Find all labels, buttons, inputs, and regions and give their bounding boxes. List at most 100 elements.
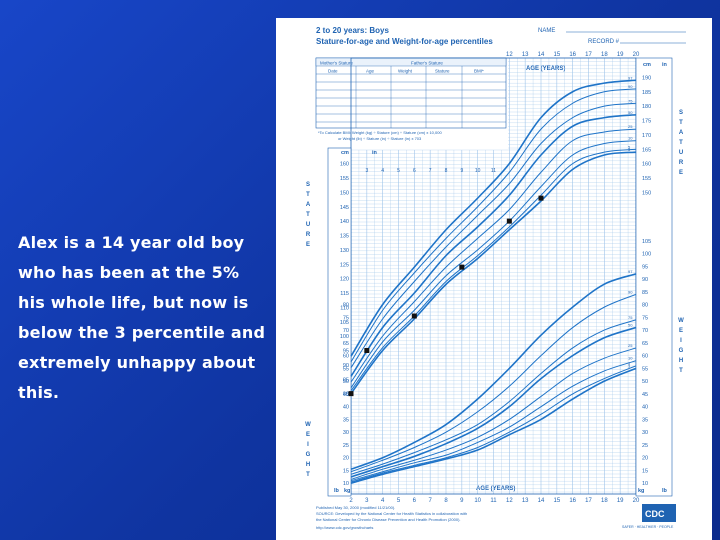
age-tick-bottom: 17 (585, 498, 592, 504)
axis-letter: G (679, 348, 684, 354)
weight-tick-left: 40 (343, 405, 349, 411)
weight-tick-left: 45 (343, 392, 349, 398)
weight-tick-left: 50 (343, 379, 349, 385)
stature-curve-label: 75 (628, 98, 633, 103)
age-tick-mid: 3 (365, 168, 368, 174)
cdc-logo-tagline: SAFER · HEALTHIER · PEOPLE (622, 525, 674, 529)
weight-tick-right: 85 (642, 290, 648, 296)
stature-curve-label: 5 (628, 144, 631, 149)
weight-tick-right: 70 (642, 328, 648, 334)
age-tick-mid: 7 (429, 168, 432, 174)
weight-tick-left: 10 (343, 481, 349, 487)
age-tick-top: 14 (538, 52, 545, 58)
caption-line: his whole life, but now is (18, 293, 249, 312)
caption-line: below the 3 percentile and (18, 323, 266, 342)
stature-tick-left: 80 (343, 392, 349, 398)
stature-tick-left: 130 (340, 248, 349, 254)
stature-curve-label: 90 (628, 84, 633, 89)
age-tick-top: 18 (601, 52, 608, 58)
weight-curve-label: 50 (628, 323, 633, 328)
age-tick-bottom: 6 (413, 498, 417, 504)
measurement-table: Mother's Stature Father's Stature Date A… (315, 57, 507, 141)
unit-label-lb: lb (662, 488, 668, 494)
weight-tick-right: 60 (642, 354, 648, 360)
stature-tick-left: 90 (343, 363, 349, 369)
weight-curve-p75 (350, 319, 637, 475)
weight-tick-right: 105 (642, 239, 651, 245)
axis-letter: E (306, 432, 310, 438)
weight-tick-left: 70 (343, 328, 349, 334)
weight-tick-right: 90 (642, 277, 648, 283)
stature-curve-label: 97 (628, 75, 633, 80)
stature-tick-left: 110 (340, 305, 349, 311)
weight-curve-label: 3 (628, 363, 631, 368)
age-tick-bottom: 2 (349, 498, 353, 504)
stature-curve-p75 (350, 102, 637, 369)
footer-line: SOURCE: Developed by the National Center… (316, 511, 467, 516)
cdc-logo-text: CDC (645, 509, 665, 519)
axis-letter: A (306, 202, 311, 208)
age-tick-bottom: 20 (633, 498, 640, 504)
age-tick-top: 20 (633, 52, 640, 58)
age-tick-top: 19 (617, 52, 624, 58)
axis-letter: I (307, 442, 309, 448)
weight-curve-p90 (350, 293, 637, 473)
stature-tick-right: 190 (642, 75, 651, 81)
stature-tick-right: 160 (642, 162, 651, 168)
stature-curve-label: 25 (628, 124, 633, 129)
stature-tick-right: 175 (642, 119, 651, 125)
footer-line: Published May 30, 2000 (modified 11/21/0… (316, 505, 395, 510)
weight-curve-label: 97 (628, 269, 633, 274)
weight-tick-right: 100 (642, 252, 651, 258)
axis-letter: U (679, 150, 683, 156)
age-tick-mid: 9 (460, 168, 463, 174)
patient-point (411, 313, 417, 319)
axis-letter: H (679, 358, 683, 364)
age-tick-bottom: 19 (617, 498, 624, 504)
axis-letter: E (679, 328, 683, 334)
stature-tick-left: 95 (343, 349, 349, 355)
stature-tick-left: 120 (340, 277, 349, 283)
unit-label-cm: cm (341, 150, 349, 156)
age-tick-bottom: 18 (601, 498, 608, 504)
axis-letter: T (306, 192, 310, 198)
unit-label-in: in (662, 62, 668, 68)
axis-letter: T (679, 368, 683, 374)
table-col-age: Age (366, 69, 375, 74)
axis-letter: R (306, 232, 311, 238)
axis-letter: E (306, 242, 310, 248)
age-tick-top: 15 (553, 52, 560, 58)
axis-letter: I (680, 338, 682, 344)
age-tick-bottom: 4 (381, 498, 385, 504)
axis-letter: T (306, 472, 310, 478)
patient-point (459, 264, 465, 270)
table-col-date: Date (328, 69, 338, 74)
stature-curve-p3 (350, 151, 637, 395)
age-tick-top: 13 (522, 52, 529, 58)
age-tick-bottom: 13 (522, 498, 529, 504)
weight-tick-left: 20 (343, 456, 349, 462)
axis-letter: E (679, 170, 683, 176)
unit-label-lb: lb (334, 488, 340, 494)
axis-letter: H (306, 462, 310, 468)
stature-tick-right: 165 (642, 147, 651, 153)
stature-tick-left: 85 (343, 377, 349, 383)
stature-tick-left: 150 (340, 190, 349, 196)
axis-letter: A (679, 130, 684, 136)
weight-curve-label: 10 (628, 356, 633, 361)
stature-curve-p90 (350, 88, 637, 363)
stature-tick-left: 145 (340, 205, 349, 211)
unit-label-in: in (372, 150, 378, 156)
weight-tick-right: 35 (642, 417, 648, 423)
weight-tick-right: 30 (642, 430, 648, 436)
weight-curve-p3 (350, 367, 637, 485)
age-tick-mid: 5 (397, 168, 400, 174)
fathers-stature-label: Father's Stature (411, 61, 443, 66)
cdc-logo: CDC SAFER · HEALTHIER · PEOPLE (622, 504, 676, 529)
axis-letter: W (305, 422, 311, 428)
left-axis-panel (327, 147, 352, 497)
age-tick-top: 16 (569, 52, 576, 58)
